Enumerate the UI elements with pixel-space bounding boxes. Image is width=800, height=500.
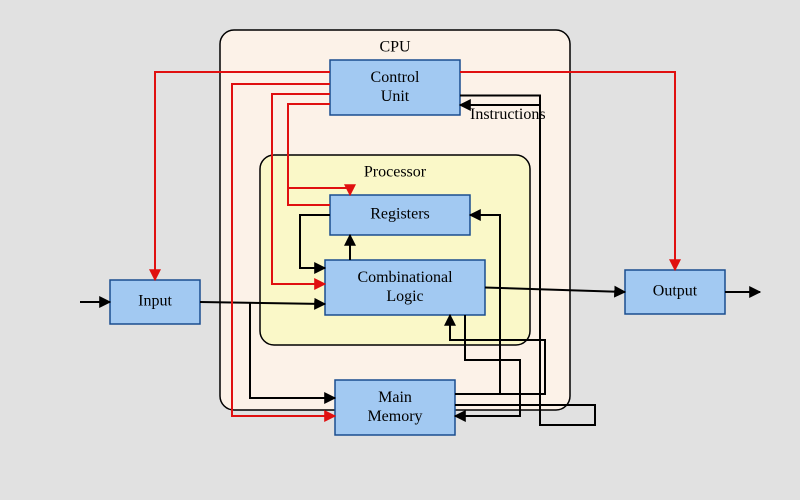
registers-label: Registers (370, 206, 430, 223)
cpu-architecture-diagram: CPU Processor Input Control Unit Registers Com… (0, 0, 800, 500)
main_memory-label-1: Main (378, 389, 412, 406)
control_unit-label-2: Unit (381, 88, 410, 105)
input-label: Input (138, 293, 172, 310)
control_unit-label-1: Control (371, 69, 420, 86)
comb_logic-label-2: Logic (386, 288, 423, 305)
main_memory-label-2: Memory (367, 408, 422, 425)
processor-label: Processor (364, 164, 427, 181)
output-label: Output (653, 283, 698, 300)
instructions-label: Instructions (470, 106, 546, 123)
cpu-label: CPU (379, 39, 411, 56)
comb_logic-label-1: Combinational (357, 269, 453, 286)
